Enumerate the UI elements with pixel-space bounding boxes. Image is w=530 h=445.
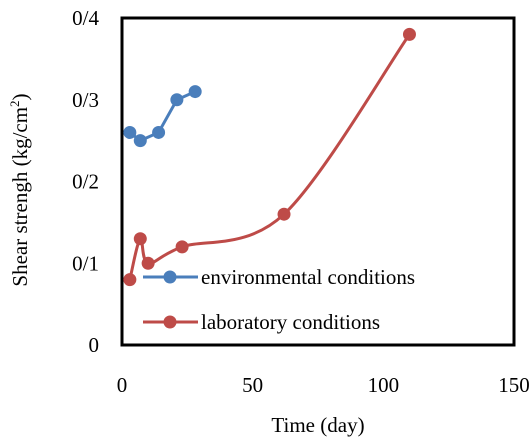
legend-label: laboratory conditions: [201, 310, 380, 334]
data-point: [123, 125, 137, 139]
data-point: [141, 256, 155, 270]
legend-label: environmental conditions: [201, 265, 415, 289]
y-axis-label: Shear strengh (kg/cm2): [7, 93, 32, 286]
legend: environmental conditions laboratory condi…: [143, 265, 415, 334]
x-axis-ticks: 0 50 100 150: [117, 373, 530, 397]
y-axis-ticks: 0 0/1 0/2 0/3 0/4: [72, 6, 99, 357]
y-axis-label-superscript: 2: [7, 100, 22, 107]
data-point: [123, 273, 137, 287]
legend-marker: [163, 270, 177, 284]
data-point: [170, 93, 184, 107]
x-tick-label: 100: [368, 373, 400, 397]
series-environmental-conditions: [123, 85, 202, 148]
data-point: [188, 85, 202, 99]
y-axis-label-end: ): [8, 93, 32, 100]
x-axis-label: Time (day): [271, 413, 364, 437]
x-tick-label: 0: [117, 373, 128, 397]
data-point: [133, 232, 147, 246]
y-tick-label: 0/1: [72, 251, 99, 275]
legend-item-laboratory-conditions: laboratory conditions: [143, 310, 380, 334]
y-tick-label: 0/4: [72, 6, 99, 30]
legend-item-environmental-conditions: environmental conditions: [143, 265, 415, 289]
data-point: [402, 27, 416, 41]
plot-area-frame: [120, 16, 516, 347]
data-point: [152, 125, 166, 139]
x-tick-label: 50: [242, 373, 263, 397]
y-axis-label-main: Shear strengh (kg/cm: [8, 107, 32, 287]
data-point: [277, 207, 291, 221]
legend-marker: [163, 315, 177, 329]
data-point: [133, 134, 147, 148]
series-laboratory-conditions: [123, 27, 416, 287]
y-tick-label: 0/3: [72, 88, 99, 112]
y-tick-label: 0/2: [72, 170, 99, 194]
series-line: [128, 33, 411, 280]
y-tick-label: 0: [89, 333, 100, 357]
series-layer: [123, 27, 416, 287]
x-tick-label: 150: [498, 373, 530, 397]
data-point: [175, 240, 189, 254]
